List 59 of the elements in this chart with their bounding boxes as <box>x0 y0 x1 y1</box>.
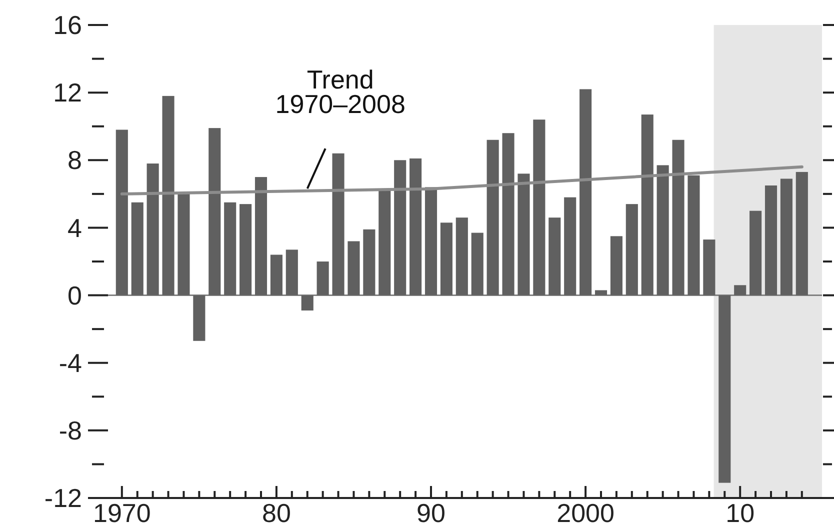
y-tick-label: -12 <box>44 483 82 514</box>
bar <box>131 202 144 296</box>
bar <box>672 140 684 296</box>
bar <box>316 262 329 296</box>
bar <box>240 204 252 296</box>
y-tick-label: 16 <box>53 10 82 40</box>
y-tick-label: 0 <box>68 280 82 310</box>
bar <box>363 229 376 296</box>
bar <box>641 114 654 296</box>
bar <box>594 290 608 296</box>
bar <box>301 295 314 310</box>
bar <box>424 187 438 296</box>
y-tick-label: -8 <box>58 416 82 446</box>
x-tick-label: 10 <box>726 498 755 528</box>
bar <box>378 190 391 296</box>
y-tick-label: 4 <box>68 212 82 243</box>
x-tick-label: 2000 <box>556 498 614 528</box>
x-tick-label: 90 <box>416 498 446 528</box>
y-tick-label: 8 <box>68 145 82 176</box>
bar <box>162 96 174 296</box>
bar <box>750 210 762 296</box>
bar <box>502 133 514 296</box>
bar <box>688 175 700 296</box>
bar <box>780 178 792 296</box>
x-tick-label: 1970 <box>92 498 151 528</box>
bar <box>471 232 484 296</box>
bar <box>146 164 159 296</box>
bar <box>254 177 268 296</box>
bar <box>580 89 592 296</box>
y-tick-label: 12 <box>53 78 82 108</box>
bar <box>208 128 221 296</box>
x-tick-label: 80 <box>262 498 291 528</box>
bar <box>734 285 746 296</box>
bar <box>486 140 499 296</box>
bar <box>410 158 422 296</box>
bar <box>394 160 406 296</box>
bar <box>548 218 561 296</box>
bar <box>518 174 530 296</box>
bar <box>224 202 236 296</box>
bar <box>796 172 808 296</box>
bar <box>533 120 546 296</box>
bar <box>456 218 468 296</box>
bar <box>656 165 669 296</box>
bar <box>610 236 622 296</box>
bar <box>564 197 576 296</box>
bar <box>703 240 716 296</box>
bar <box>193 295 206 341</box>
bar <box>440 222 452 296</box>
bar <box>270 254 282 296</box>
annotation: Trend 1970–2008 <box>275 64 406 120</box>
bar <box>116 130 128 296</box>
bar <box>178 194 190 296</box>
bar <box>718 295 731 483</box>
bar <box>626 204 638 296</box>
y-tick-label: -4 <box>58 348 82 378</box>
bar <box>348 241 360 296</box>
bar <box>332 153 344 296</box>
bar <box>764 185 778 296</box>
bar <box>286 250 298 296</box>
